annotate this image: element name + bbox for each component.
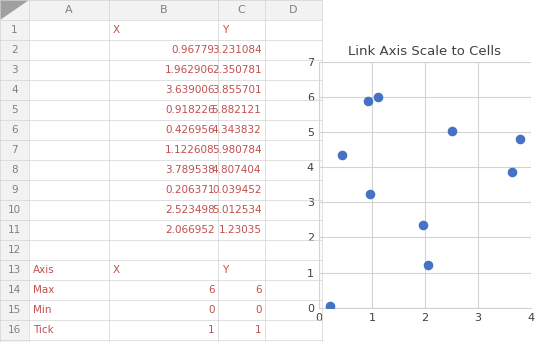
Text: 1.962906: 1.962906 [165,65,215,75]
Text: 3.789538: 3.789538 [165,165,215,175]
Text: X: X [113,265,120,275]
Point [325,304,334,309]
Text: 7: 7 [11,145,18,155]
Point [374,95,383,100]
Text: Min: Min [33,305,51,315]
Polygon shape [0,0,29,20]
Point [507,169,516,175]
Text: Axis: Axis [33,265,55,275]
Text: X: X [113,25,120,35]
Text: 1.122608: 1.122608 [165,145,215,155]
Text: 2.350781: 2.350781 [212,65,262,75]
Text: 2.066952: 2.066952 [165,225,215,235]
Text: 9: 9 [11,185,18,195]
Text: 0.206371: 0.206371 [165,185,215,195]
Text: 3.639006: 3.639006 [165,85,215,95]
Text: 0.918226: 0.918226 [165,105,215,115]
Bar [0,0,29,342]
Text: 6: 6 [11,125,18,135]
Text: 12: 12 [8,245,21,255]
Point [366,192,375,197]
Text: 5.882121: 5.882121 [212,105,262,115]
Text: D: D [289,5,297,15]
Point [424,262,433,267]
Text: Tick: Tick [33,325,54,335]
Point [337,152,346,158]
Title: Link Axis Scale to Cells: Link Axis Scale to Cells [348,44,501,57]
Text: Y: Y [222,25,228,35]
Text: 0.039452: 0.039452 [212,185,262,195]
Text: 6: 6 [255,285,262,295]
Text: A: A [65,5,73,15]
Text: 15: 15 [8,305,21,315]
Text: 3: 3 [11,65,18,75]
Text: 3.231084: 3.231084 [212,45,262,55]
Text: 0.96779: 0.96779 [172,45,215,55]
Text: 1: 1 [208,325,215,335]
Bar [0,0,322,20]
Text: 0: 0 [209,305,215,315]
Text: 5: 5 [11,105,18,115]
Text: 3.855701: 3.855701 [212,85,262,95]
Text: 10: 10 [8,205,21,215]
Text: 1: 1 [11,25,18,35]
Text: Y: Y [222,265,228,275]
Text: 8: 8 [11,165,18,175]
Text: C: C [237,5,245,15]
Point [448,129,457,134]
Point [363,98,372,104]
Text: 4.807404: 4.807404 [212,165,262,175]
Text: 4: 4 [11,85,18,95]
Text: 11: 11 [8,225,21,235]
Text: 2.523498: 2.523498 [165,205,215,215]
Point [515,136,524,142]
Text: 2: 2 [11,45,18,55]
Text: 5.980784: 5.980784 [212,145,262,155]
Text: 14: 14 [8,285,21,295]
Text: 1.23035: 1.23035 [219,225,262,235]
Text: 1: 1 [255,325,262,335]
Text: Max: Max [33,285,55,295]
Text: 5.012534: 5.012534 [212,205,262,215]
Point [419,222,427,228]
Text: B: B [160,5,167,15]
Text: 0: 0 [255,305,262,315]
Text: 13: 13 [8,265,21,275]
Text: 4.343832: 4.343832 [212,125,262,135]
Text: 16: 16 [8,325,21,335]
Text: 0.426956: 0.426956 [165,125,215,135]
Text: 6: 6 [208,285,215,295]
